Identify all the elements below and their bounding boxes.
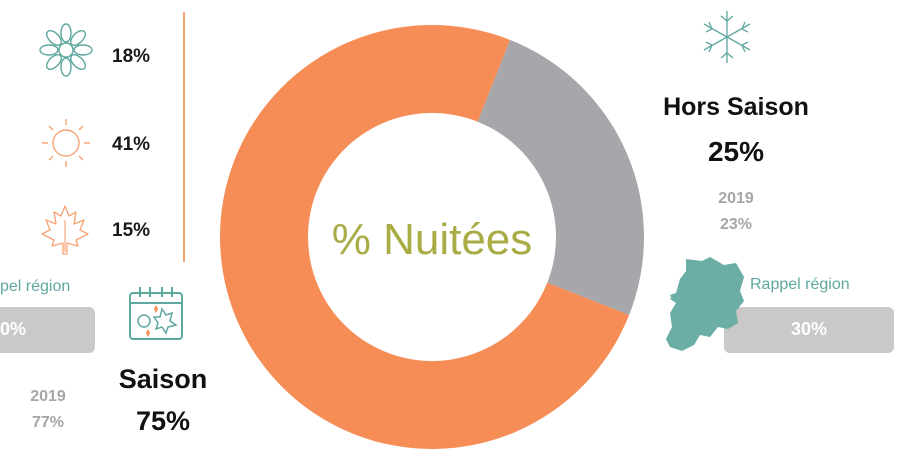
donut-chart: % Nuitées bbox=[220, 24, 644, 449]
flower-icon bbox=[38, 22, 94, 78]
sun-icon bbox=[38, 115, 94, 171]
saison-value: 75% bbox=[135, 406, 191, 436]
donut-center-label: % Nuitées bbox=[332, 215, 533, 264]
snowflake-icon bbox=[698, 8, 756, 66]
left-rappel-value: 0% bbox=[0, 319, 27, 339]
hors-saison-value: 25% bbox=[707, 136, 765, 167]
right-year-label: 2019 bbox=[718, 190, 754, 207]
region-map-icon bbox=[656, 255, 748, 355]
season-spring-value: 18% bbox=[112, 46, 151, 67]
hors-saison-label: Hors Saison bbox=[663, 93, 809, 121]
maple-leaf-icon bbox=[36, 200, 94, 258]
left-year-label: 2019 bbox=[30, 388, 66, 405]
season-summer-value: 41% bbox=[112, 134, 151, 155]
divider-line bbox=[183, 12, 185, 262]
right-year-value: 23% bbox=[719, 216, 753, 233]
donut-slice-saison bbox=[220, 24, 630, 449]
season-autumn-value: 15% bbox=[112, 220, 151, 241]
right-rappel-label: Rappel région bbox=[750, 276, 850, 293]
left-rappel-pill: 0% bbox=[0, 307, 95, 353]
right-rappel-pill: 30% bbox=[724, 307, 894, 353]
calendar-icon bbox=[126, 283, 186, 343]
saison-label: Saison bbox=[118, 364, 208, 394]
left-year-value: 77% bbox=[31, 414, 65, 431]
left-rappel-label: pel région bbox=[0, 278, 71, 295]
right-rappel-value: 30% bbox=[790, 319, 828, 339]
donut-slice-hors-saison bbox=[477, 39, 644, 316]
